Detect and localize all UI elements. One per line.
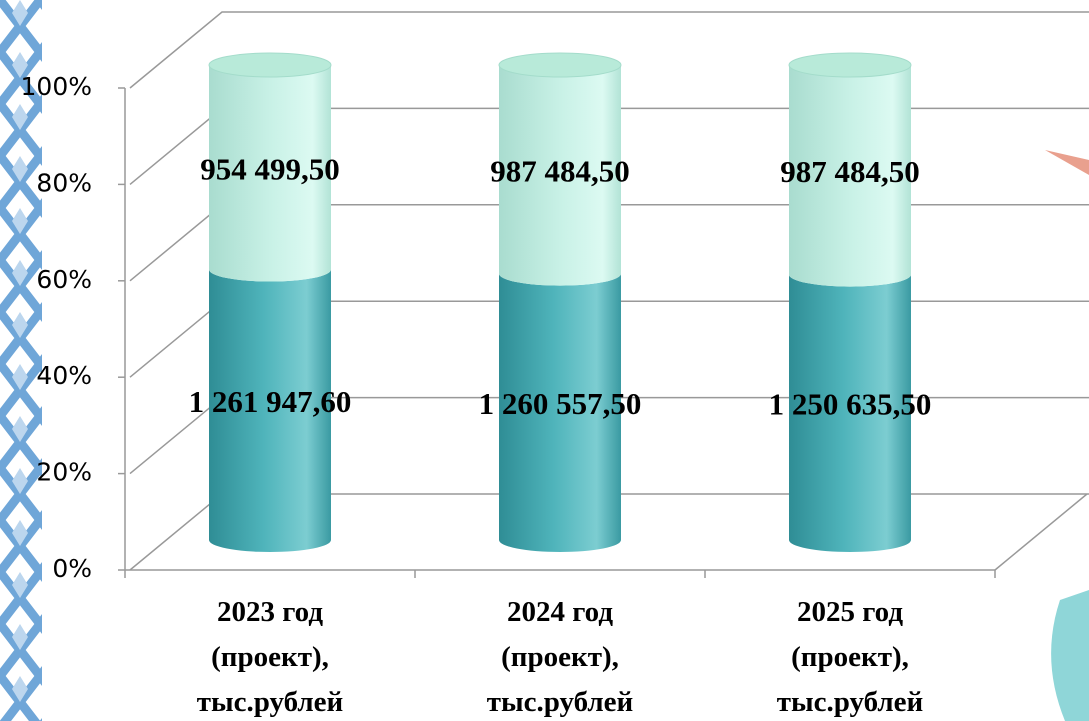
x-tick-label: 2025 год (проект), тыс.рублей [776,596,924,718]
value-label: 987 484,50 [780,154,920,189]
y-tick-label: 20% [36,458,92,487]
cylinder-segment [499,273,621,552]
cylinder-segment [499,65,621,286]
grid-line [129,11,1089,89]
floor-edge [994,493,1088,571]
decoration [1051,590,1089,721]
y-tick-label: 40% [36,361,92,390]
value-label: 1 250 635,50 [769,386,932,421]
y-tick-label: 100% [21,72,92,101]
value-label: 987 484,50 [490,153,630,188]
x-tick-label: 2024 год (проект), тыс.рублей [486,596,634,718]
y-tick-label: 60% [36,265,92,294]
value-label: 1 260 557,50 [479,386,642,421]
cylinder-segment [209,269,331,552]
decoration [1045,150,1089,175]
y-tick-label: 80% [36,168,92,197]
cylinder-top [788,52,912,78]
value-label: 954 499,50 [200,151,340,186]
value-label: 1 261 947,60 [189,384,352,419]
cylinder-segment [789,274,911,552]
cylinder-segment [209,65,331,282]
y-tick-label: 0% [52,554,92,583]
border-decoration [0,0,42,721]
cylinder-top [498,52,622,78]
cylinder-segment [789,65,911,287]
cylinder-top [208,52,332,78]
x-tick-label: 2023 год (проект), тыс.рублей [196,596,344,718]
